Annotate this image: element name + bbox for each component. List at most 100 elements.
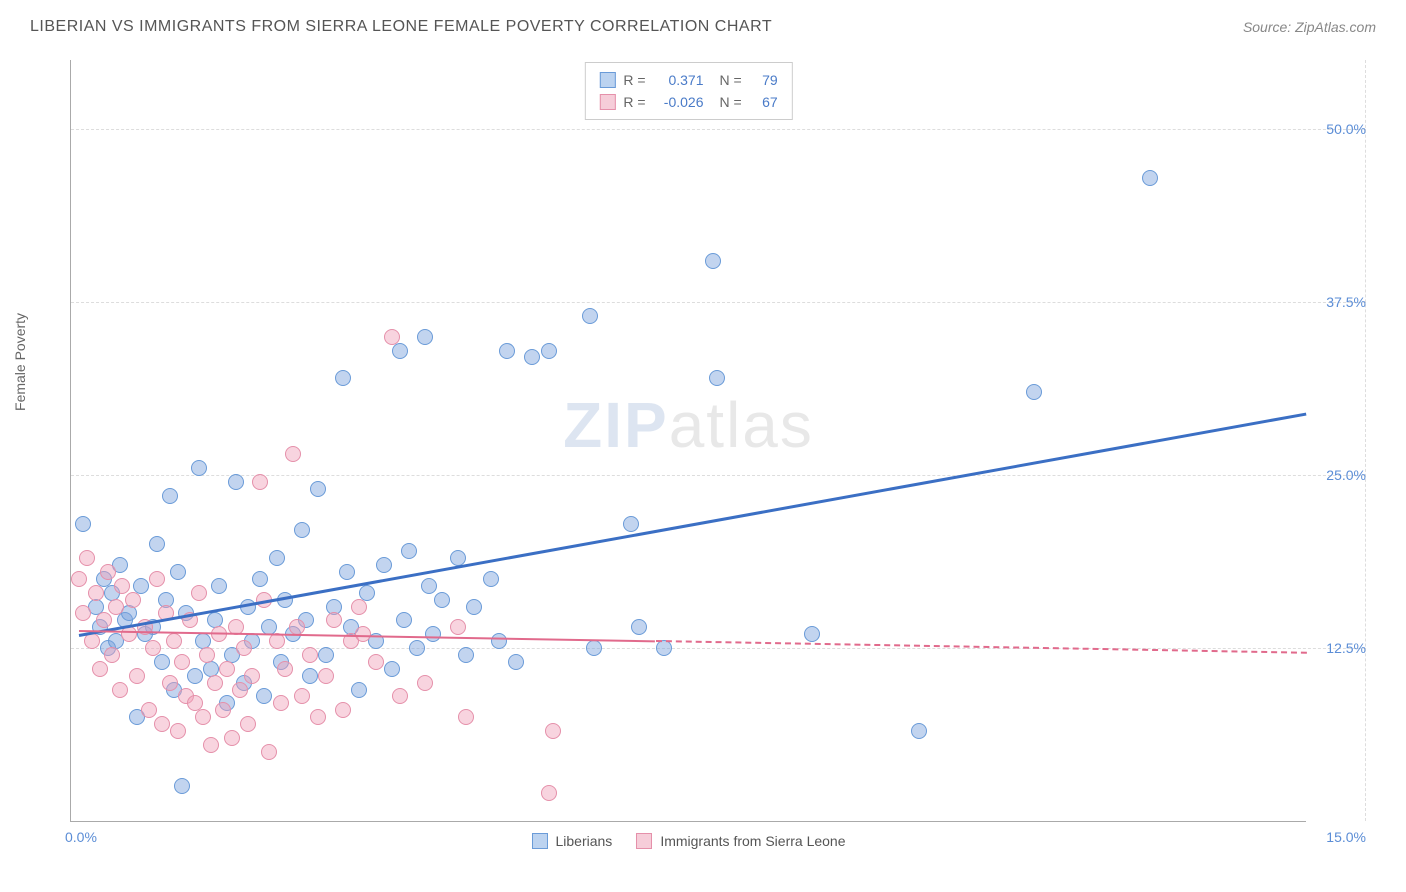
data-point xyxy=(491,633,507,649)
stat-r-value: -0.026 xyxy=(654,91,704,113)
bottom-legend: Liberians Immigrants from Sierra Leone xyxy=(531,833,845,849)
data-point xyxy=(236,640,252,656)
data-point xyxy=(75,605,91,621)
data-point xyxy=(392,688,408,704)
data-point xyxy=(96,612,112,628)
legend-label: Immigrants from Sierra Leone xyxy=(660,833,845,849)
legend-item: Liberians xyxy=(531,833,612,849)
chart-title: LIBERIAN VS IMMIGRANTS FROM SIERRA LEONE… xyxy=(30,18,772,36)
data-point xyxy=(191,585,207,601)
data-point xyxy=(112,682,128,698)
data-point xyxy=(401,543,417,559)
data-point xyxy=(450,619,466,635)
data-point xyxy=(71,571,87,587)
data-point xyxy=(911,723,927,739)
stat-r-value: 0.371 xyxy=(654,69,704,91)
data-point xyxy=(252,474,268,490)
data-point xyxy=(709,370,725,386)
data-point xyxy=(154,654,170,670)
stat-n-value: 79 xyxy=(750,69,778,91)
data-point xyxy=(310,709,326,725)
data-point xyxy=(240,716,256,732)
data-point xyxy=(499,343,515,359)
y-tick-label: 50.0% xyxy=(1326,121,1366,137)
data-point xyxy=(203,737,219,753)
source-attribution: Source: ZipAtlas.com xyxy=(1243,19,1376,35)
data-point xyxy=(277,661,293,677)
data-point xyxy=(75,516,91,532)
stat-n-value: 67 xyxy=(750,91,778,113)
data-point xyxy=(191,460,207,476)
data-point xyxy=(108,599,124,615)
data-point xyxy=(339,564,355,580)
data-point xyxy=(376,557,392,573)
data-point xyxy=(174,654,190,670)
data-point xyxy=(458,647,474,663)
stat-n-label: N = xyxy=(720,91,742,113)
data-point xyxy=(100,564,116,580)
data-point xyxy=(368,654,384,670)
data-point xyxy=(392,343,408,359)
data-point xyxy=(141,702,157,718)
stats-row: R = -0.026 N = 67 xyxy=(599,91,777,113)
trend-line xyxy=(79,413,1306,637)
series-swatch xyxy=(599,72,615,88)
legend-item: Immigrants from Sierra Leone xyxy=(636,833,845,849)
x-tick-label: 15.0% xyxy=(1326,829,1366,845)
source-name: ZipAtlas.com xyxy=(1295,19,1376,35)
data-point xyxy=(79,550,95,566)
stat-r-label: R = xyxy=(623,91,645,113)
data-point xyxy=(187,668,203,684)
watermark-atlas: atlas xyxy=(669,389,814,461)
data-point xyxy=(162,675,178,691)
legend-label: Liberians xyxy=(555,833,612,849)
data-point xyxy=(417,329,433,345)
x-tick-label: 0.0% xyxy=(65,829,97,845)
data-point xyxy=(545,723,561,739)
y-axis-label: Female Poverty xyxy=(12,313,28,411)
data-point xyxy=(1026,384,1042,400)
data-point xyxy=(162,488,178,504)
data-point xyxy=(508,654,524,670)
chart-container: Female Poverty ZIPatlas R =0.371N =79R =… xyxy=(30,52,1376,852)
data-point xyxy=(256,688,272,704)
stat-n-label: N = xyxy=(720,69,742,91)
data-point xyxy=(285,446,301,462)
data-point xyxy=(384,329,400,345)
data-point xyxy=(409,640,425,656)
data-point xyxy=(582,308,598,324)
data-point xyxy=(224,730,240,746)
data-point xyxy=(656,640,672,656)
series-swatch xyxy=(531,833,547,849)
data-point xyxy=(483,571,499,587)
data-point xyxy=(252,571,268,587)
data-point xyxy=(166,633,182,649)
data-point xyxy=(219,661,235,677)
data-point xyxy=(541,785,557,801)
data-point xyxy=(705,253,721,269)
watermark-zip: ZIP xyxy=(563,389,669,461)
data-point xyxy=(458,709,474,725)
data-point xyxy=(129,668,145,684)
data-point xyxy=(195,709,211,725)
data-point xyxy=(425,626,441,642)
source-label: Source: xyxy=(1243,19,1295,35)
data-point xyxy=(434,592,450,608)
data-point xyxy=(294,522,310,538)
data-point xyxy=(244,668,260,684)
data-point xyxy=(302,647,318,663)
data-point xyxy=(104,647,120,663)
data-point xyxy=(310,481,326,497)
data-point xyxy=(294,688,310,704)
data-point xyxy=(541,343,557,359)
data-point xyxy=(417,675,433,691)
y-tick-label: 25.0% xyxy=(1326,467,1366,483)
data-point xyxy=(92,661,108,677)
right-border xyxy=(1365,60,1366,821)
data-point xyxy=(88,585,104,601)
data-point xyxy=(228,474,244,490)
gridline xyxy=(71,129,1366,130)
data-point xyxy=(261,744,277,760)
y-tick-label: 12.5% xyxy=(1326,640,1366,656)
plot-area: ZIPatlas R =0.371N =79R =-0.026N =67 Lib… xyxy=(70,60,1306,822)
